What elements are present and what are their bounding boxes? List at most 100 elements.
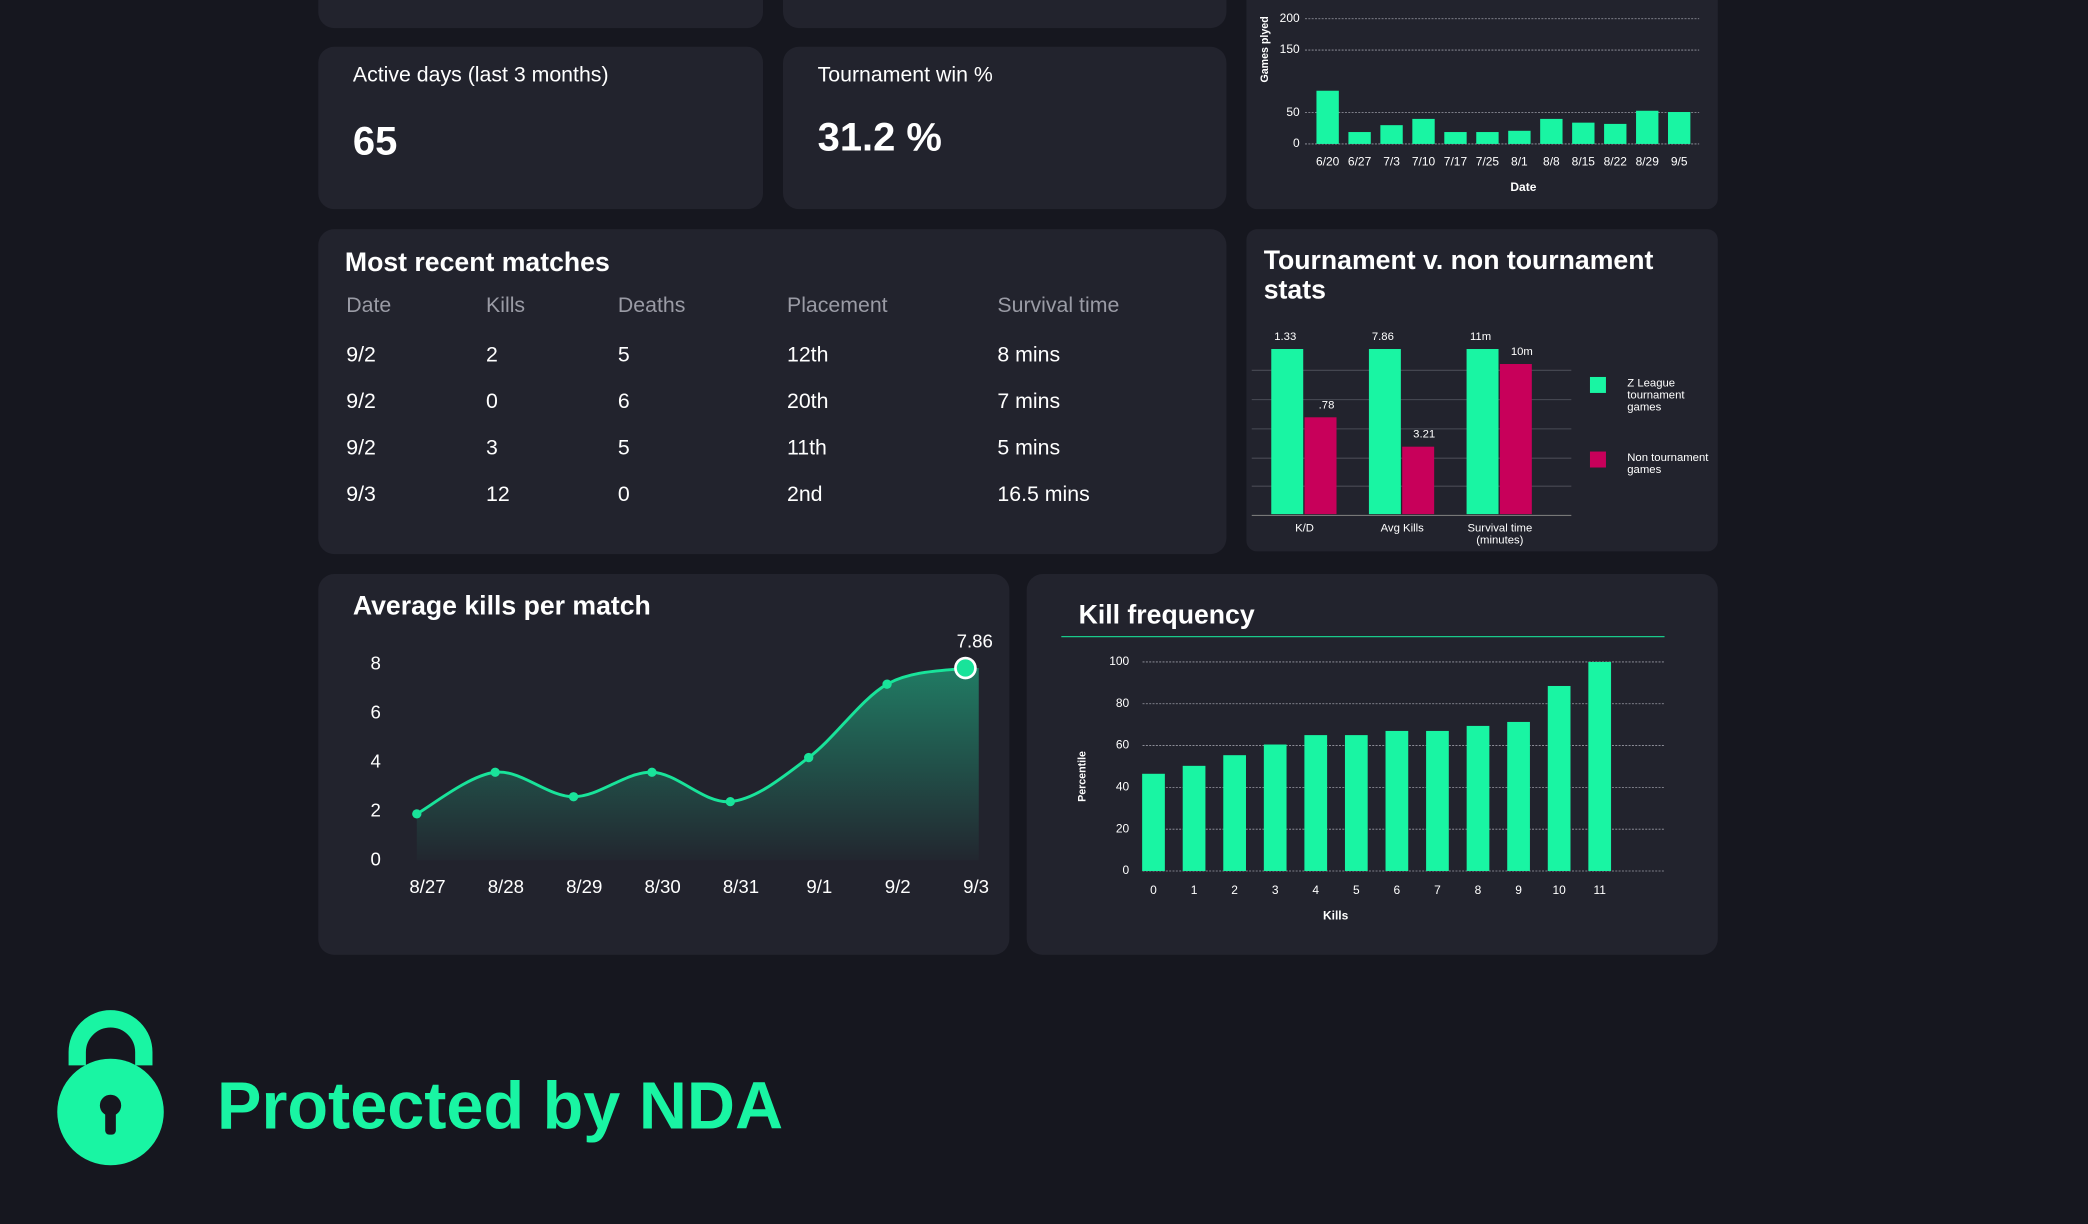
bar <box>1263 744 1287 872</box>
x-tick-label: 7/10 <box>1412 155 1436 169</box>
banner-text: Protected by NDA <box>217 1069 783 1143</box>
point <box>412 809 422 819</box>
legend-label: Non tournament games <box>1627 451 1709 476</box>
point <box>725 796 735 807</box>
table-cell: 0 <box>486 389 498 413</box>
column-header: Survival time <box>997 293 1119 317</box>
x-tick-label: 11 <box>1593 883 1606 897</box>
x-tick-label: 8/15 <box>1572 155 1596 169</box>
x-tick-label: 9/3 <box>963 876 989 897</box>
y-axis-label: Percentile <box>1076 751 1088 802</box>
bar <box>1588 661 1612 872</box>
x-tick-label: Survival time (minutes) <box>1467 522 1533 546</box>
bar <box>1636 110 1659 144</box>
y-axis-label: Games plyed <box>1259 16 1271 82</box>
x-tick-label: 0 <box>1150 883 1157 897</box>
bar <box>1547 685 1571 872</box>
x-tick-label: 8 <box>1475 883 1482 897</box>
x-tick-label: 5 <box>1353 883 1360 897</box>
table-cell: 6 <box>618 389 630 413</box>
value-label: 1.33 <box>1274 331 1296 343</box>
x-tick-label: 9 <box>1515 883 1522 897</box>
y-tick-label: 8 <box>370 653 380 674</box>
stat-value: 65 <box>353 119 397 163</box>
card <box>1246 0 1718 210</box>
x-tick-label: 8/1 <box>1511 155 1528 169</box>
value-label: 3.21 <box>1413 429 1435 441</box>
table-cell: 5 <box>618 342 630 366</box>
legend-label-box: Z League tournament games <box>1627 377 1684 412</box>
value-label: .78 <box>1319 399 1335 411</box>
line <box>416 666 966 816</box>
x-tick-label: 6 <box>1394 883 1401 897</box>
stat-label: Active days (last 3 months) <box>353 63 609 87</box>
point <box>882 679 892 689</box>
bar <box>1344 735 1368 872</box>
bar <box>1304 417 1337 515</box>
y-tick-label: 80 <box>1116 696 1130 710</box>
x-tick-label: 10 <box>1552 883 1566 897</box>
table-cell: 12 <box>486 482 510 506</box>
point <box>568 792 579 802</box>
x-tick-label: 7/25 <box>1476 155 1500 169</box>
column-header: Date <box>346 293 391 317</box>
bar <box>1426 730 1449 872</box>
chart-title: Tournament v. non tournament stats <box>1263 246 1654 306</box>
card <box>318 229 1227 555</box>
bar <box>1304 735 1328 872</box>
bar <box>1316 90 1339 144</box>
y-tick-label: 6 <box>370 701 380 722</box>
legend-label-box: Non tournament games <box>1627 451 1709 476</box>
column-header: Deaths <box>618 293 685 317</box>
y-tick-label: 200 <box>1280 11 1300 25</box>
column-header: Placement <box>787 293 888 317</box>
x-tick-label: 6/27 <box>1348 155 1372 169</box>
stat-value: 31.2 % <box>818 115 942 159</box>
card <box>783 0 1227 29</box>
table-cell: 2 <box>486 342 498 366</box>
x-tick-label: 3 <box>1272 883 1279 897</box>
table-cell: 0 <box>618 482 630 506</box>
bar <box>1368 349 1401 515</box>
keyhole <box>99 1094 122 1117</box>
bar <box>1444 132 1467 144</box>
x-tick-label: 4 <box>1312 883 1319 897</box>
x-tick-label: 7 <box>1434 883 1441 897</box>
x-tick-label: 1 <box>1191 883 1198 897</box>
bar <box>1271 349 1304 515</box>
value-label: 7.86 <box>957 631 993 652</box>
x-tick-label: 9/5 <box>1671 155 1688 169</box>
bar <box>1604 123 1627 144</box>
x-axis-label: Kills <box>1323 908 1349 922</box>
keyhole <box>105 1108 116 1135</box>
x-tick-label: 8/30 <box>644 876 680 897</box>
legend-swatch <box>1589 376 1606 393</box>
bar <box>1348 132 1371 144</box>
table-cell: 3 <box>486 436 498 460</box>
y-tick-label: 0 <box>370 848 380 869</box>
y-tick-label: 0 <box>1123 863 1130 877</box>
table-title: Most recent matches <box>345 247 610 277</box>
y-tick-label: 0 <box>1293 136 1300 150</box>
point <box>647 767 657 777</box>
table-cell: 9/2 <box>346 342 376 366</box>
table-cell: 8 mins <box>997 342 1060 366</box>
x-tick-label: 9/2 <box>885 876 911 897</box>
chart-title: Average kills per match <box>353 590 651 620</box>
value-label: 7.86 <box>1372 331 1394 343</box>
bar <box>1412 118 1435 144</box>
point <box>804 752 814 763</box>
bar <box>1508 130 1531 144</box>
table-cell: 2nd <box>787 482 823 506</box>
y-tick-label: 100 <box>1109 654 1129 668</box>
bar <box>1380 125 1403 144</box>
value-label: 11m <box>1470 331 1491 343</box>
y-tick-label: 150 <box>1280 42 1300 56</box>
x-tick-label: K/D <box>1295 522 1314 535</box>
table-cell: 9/2 <box>346 389 376 413</box>
stat-label: Tournament win % <box>818 63 993 87</box>
x-tick-label: 6/20 <box>1316 155 1340 169</box>
x-tick-label: 8/22 <box>1604 155 1628 169</box>
card <box>318 0 764 29</box>
